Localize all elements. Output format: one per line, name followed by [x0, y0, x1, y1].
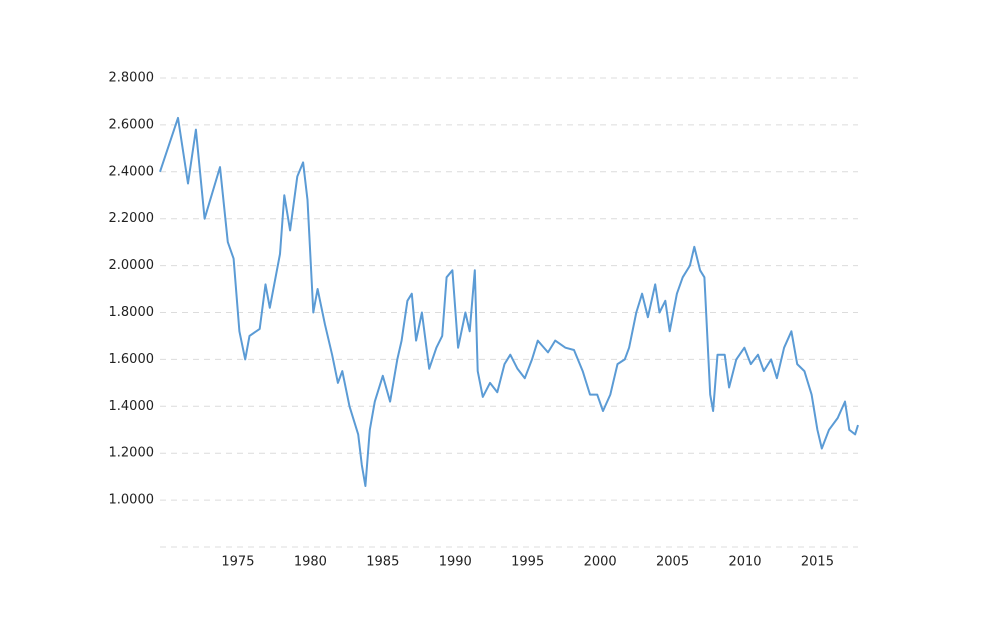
y-tick-label: 1.2000 — [109, 446, 155, 461]
y-tick-label: 1.8000 — [109, 305, 155, 320]
y-tick-label: 2.6000 — [109, 117, 155, 132]
y-tick-label: 1.6000 — [109, 352, 155, 367]
y-tick-label: 1.0000 — [109, 493, 155, 508]
x-tick-label: 1995 — [511, 555, 544, 570]
y-tick-label: 2.2000 — [109, 211, 155, 226]
x-tick-label: 2000 — [584, 555, 617, 570]
x-tick-label: 1980 — [294, 555, 327, 570]
x-tick-label: 1985 — [366, 555, 399, 570]
y-tick-label: 2.0000 — [109, 258, 155, 273]
x-tick-label: 2005 — [656, 555, 689, 570]
x-tick-label: 2015 — [801, 555, 834, 570]
y-tick-label: 2.8000 — [109, 71, 155, 86]
data-line — [159, 116, 859, 487]
x-tick-label: 1975 — [221, 555, 254, 570]
x-tick-label: 2010 — [728, 555, 761, 570]
y-tick-label: 1.4000 — [109, 399, 155, 414]
x-tick-label: 1990 — [439, 555, 472, 570]
y-tick-label: 2.4000 — [109, 164, 155, 179]
